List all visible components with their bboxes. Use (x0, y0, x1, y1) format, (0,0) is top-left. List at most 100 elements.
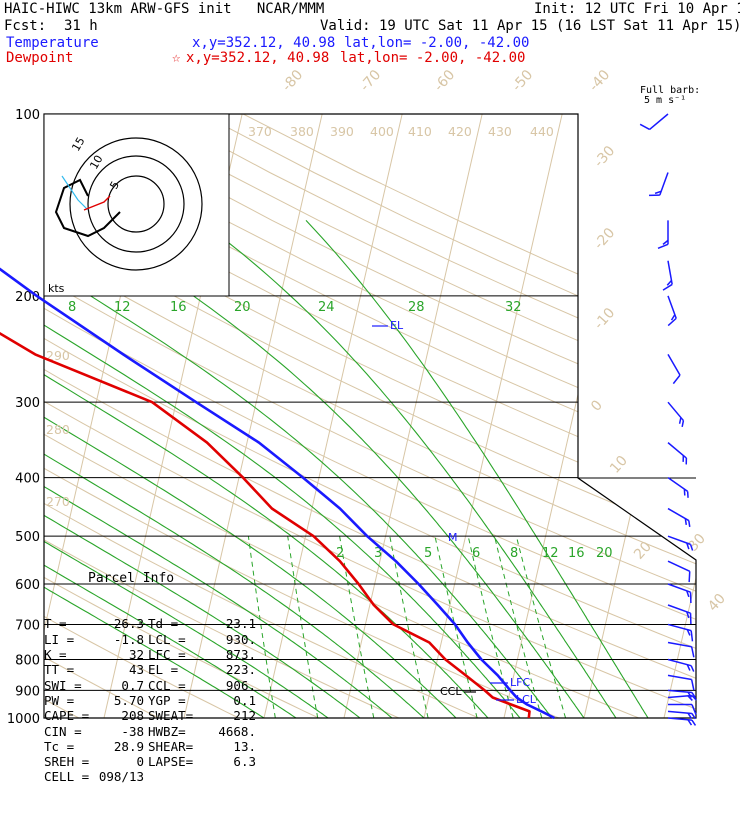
wind-barb-flag (689, 521, 690, 527)
parcel-info-cell: LAPSE= (144, 754, 206, 769)
wind-barb-flag (682, 421, 683, 427)
parcel-info-cell: 223. (206, 662, 256, 677)
isotherm-label: -40 (586, 67, 613, 95)
parcel-info-cell: 23.1 (206, 616, 256, 631)
wind-barb-flag (692, 647, 694, 658)
parcel-info-cell: 906. (206, 678, 256, 693)
mixing-ratio-label-lower: 20 (596, 546, 613, 561)
isotherm-line (344, 114, 482, 718)
wind-barb-flag (680, 418, 681, 424)
parcel-info-cell: 873. (206, 647, 256, 662)
lcl-marker: LCL (516, 693, 537, 706)
parcel-info-cell: Td = (144, 616, 206, 631)
wind-barb (668, 675, 692, 679)
isotherm-label: 20 (631, 539, 655, 563)
parcel-info-title: Parcel Info (88, 571, 256, 586)
isotherm-label: 40 (705, 591, 729, 615)
parcel-info-cell: SHEAR= (144, 739, 206, 754)
theta-label: 390 (330, 124, 354, 139)
mixing-ratio-label-lower: 6 (472, 546, 480, 561)
parcel-info-cell: 28.9 (78, 739, 144, 754)
wind-barb-flag (685, 519, 686, 525)
parcel-info-cell: CELL = (44, 769, 78, 784)
parcel-info-cell: LCL = (144, 632, 206, 647)
parcel-info-cell: 43 (78, 662, 144, 677)
pressure-label: 500 (15, 530, 40, 545)
isotherm-label: 30 (685, 531, 709, 555)
mixing-ratio-label-upper: 16 (170, 300, 187, 315)
wind-barb (668, 354, 680, 375)
wind-barb-flag (691, 631, 692, 642)
parcel-info-cell: 0.1 (206, 693, 256, 708)
parcel-info-cell: 098/13 (78, 769, 144, 784)
parcel-info-cell: 0.7 (78, 678, 144, 693)
parcel-info-cell: LI = (44, 632, 78, 647)
pressure-label: 100 (15, 108, 40, 123)
mixing-ratio-label-upper: 12 (114, 300, 131, 315)
pressure-label: 800 (15, 653, 40, 668)
parcel-info-cell: 208 (78, 708, 144, 723)
theta-label: 400 (370, 124, 394, 139)
wind-barbs (640, 114, 696, 725)
hodograph-units: kts (48, 282, 65, 295)
mixing-ratio-label-upper: 32 (505, 300, 522, 315)
mixing-ratio-label-upper: 24 (318, 300, 335, 315)
pressure-label: 900 (15, 684, 40, 699)
theta-label: 430 (488, 124, 512, 139)
theta-label: 380 (290, 124, 314, 139)
mixing-ratio-label-upper: 20 (234, 300, 251, 315)
parcel-info-cell: CCL = (144, 678, 206, 693)
wind-barb-flag (692, 720, 696, 725)
isotherm-line (504, 114, 642, 718)
parcel-info-cell (144, 769, 206, 784)
moist-adiabat (306, 220, 648, 718)
isotherm-label: 0 (588, 397, 606, 414)
isotherm-label: -20 (591, 225, 618, 253)
isotherm-label: -10 (591, 305, 618, 333)
parcel-info-cell: 6.3 (206, 754, 256, 769)
theta-label: 270 (46, 494, 70, 509)
wind-barb-flag (673, 375, 680, 383)
parcel-info-cell: 5.70 (78, 693, 144, 708)
parcel-info-cell: 26.3 (78, 616, 144, 631)
pressure-label: 600 (15, 578, 40, 593)
theta-label: 440 (530, 124, 554, 139)
isotherm-line (424, 114, 562, 718)
isotherm-label: -30 (591, 143, 618, 171)
isotherm-line (664, 114, 740, 718)
isotherm-label: 10 (607, 453, 631, 477)
wind-barb (650, 114, 668, 129)
wind-barb (668, 643, 692, 647)
theta-label: 420 (448, 124, 472, 139)
theta-label: 410 (408, 124, 432, 139)
wind-barb-flag (692, 680, 694, 691)
parcel-info-row: CELL =098/13 (44, 769, 256, 784)
lfc-marker: LFC (510, 676, 530, 689)
parcel-info-cell: 930. (206, 632, 256, 647)
parcel-info-cell: EL = (144, 662, 206, 677)
parcel-info-cell: Tc = (44, 739, 78, 754)
isotherm-label: -50 (509, 67, 536, 95)
parcel-info-cell: T = (44, 616, 78, 631)
theta-label: 280 (46, 422, 70, 437)
isotherm-label: -60 (431, 67, 458, 95)
parcel-info-cell: PW = (44, 693, 78, 708)
pressure-label: 700 (15, 618, 40, 633)
mixing-ratio-label-upper: 8 (68, 300, 76, 315)
wind-barb-flag (689, 571, 690, 582)
parcel-info-cell: -38 (78, 724, 144, 739)
pressure-label: 300 (15, 396, 40, 411)
mixing-ratio-label-lower: 16 (568, 546, 585, 561)
